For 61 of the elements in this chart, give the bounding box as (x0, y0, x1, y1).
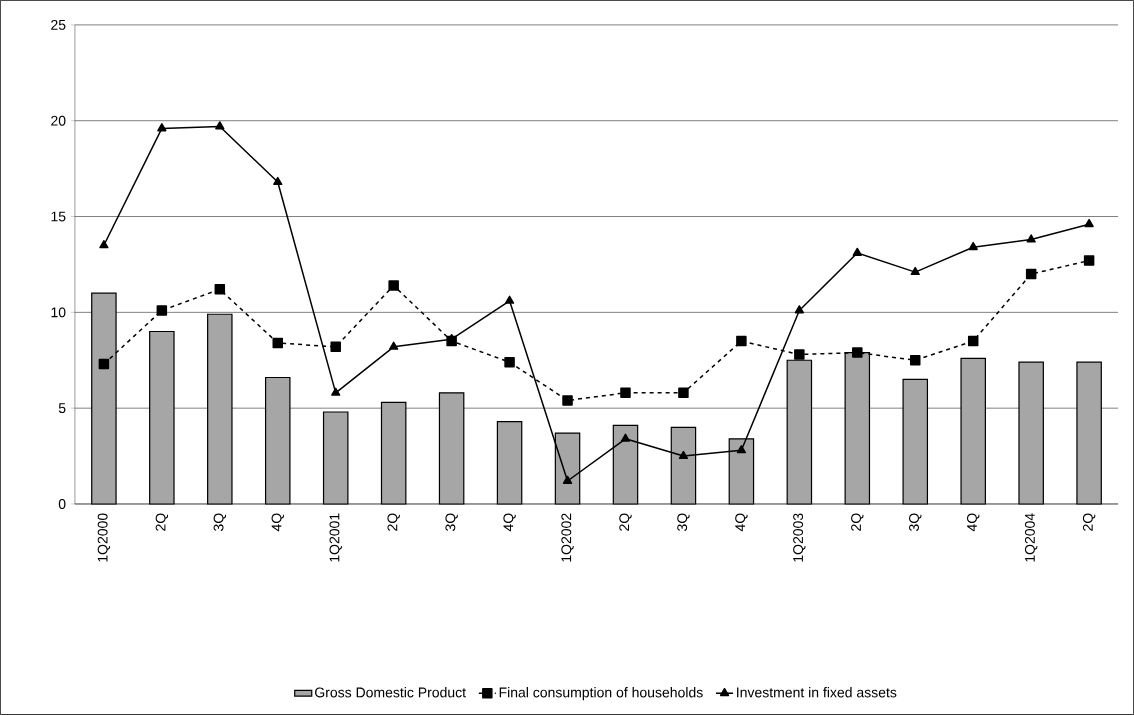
point (852, 247, 862, 256)
point (910, 355, 921, 366)
x-tick-label: 3Q (445, 513, 458, 532)
point (736, 335, 747, 347)
point (215, 121, 225, 130)
point (273, 176, 283, 186)
y-tick-label: 20 (51, 115, 66, 126)
point (562, 395, 573, 406)
point (389, 341, 399, 350)
point (331, 387, 341, 396)
y-tick-label: 25 (51, 19, 66, 30)
x-tick-label: 3Q (909, 513, 922, 532)
point (794, 305, 804, 314)
x-tick-label: 1Q2002 (561, 513, 574, 562)
x-tick-label: 2Q (387, 513, 400, 531)
point (968, 241, 978, 251)
point (736, 445, 747, 454)
x-tick-label: 2Q (155, 513, 169, 531)
point (1026, 234, 1036, 243)
point (504, 356, 515, 368)
x-tick-label: 1Q2001 (329, 513, 342, 562)
point (98, 358, 110, 370)
x-tick-label: 4Q (271, 513, 284, 532)
x-tick-label: 2Q (851, 513, 864, 531)
point (852, 347, 863, 358)
x-tick-label: 2Q (619, 513, 632, 531)
y-tick-label: 0 (58, 499, 66, 509)
legend-label: Gross Domestic Product (315, 687, 466, 698)
point (156, 305, 168, 316)
point (620, 387, 631, 399)
point (620, 433, 631, 442)
point (910, 266, 920, 276)
point (1083, 255, 1095, 266)
y-tick-label: 15 (51, 211, 66, 222)
point (1084, 218, 1094, 228)
point (157, 123, 167, 132)
x-tick-label: 3Q (213, 513, 227, 532)
point (504, 295, 515, 304)
legend-label: Investment in fixed assets (737, 687, 897, 698)
point (272, 337, 284, 349)
point (214, 284, 226, 295)
x-tick-label: 1Q2004 (1024, 513, 1038, 562)
x-tick-label: 4Q (735, 513, 748, 532)
point (388, 280, 399, 291)
point (794, 349, 805, 360)
x-tick-label: 3Q (677, 513, 690, 532)
x-tick-label: 1Q2003 (793, 513, 806, 562)
point (967, 335, 979, 347)
point (330, 341, 341, 353)
legend-label: Final consumption of households (499, 687, 703, 701)
x-tick-label: 4Q (966, 513, 980, 532)
point (678, 450, 689, 460)
x-tick-label: 2Q (1082, 513, 1096, 531)
y-tick-label: 5 (58, 403, 66, 414)
x-tick-label: 4Q (503, 513, 516, 532)
point (99, 240, 109, 249)
point (678, 387, 689, 399)
point (1025, 268, 1037, 280)
y-tick-label: 10 (51, 307, 66, 318)
point (562, 475, 573, 485)
x-tick-label: 1Q2000 (97, 513, 111, 562)
